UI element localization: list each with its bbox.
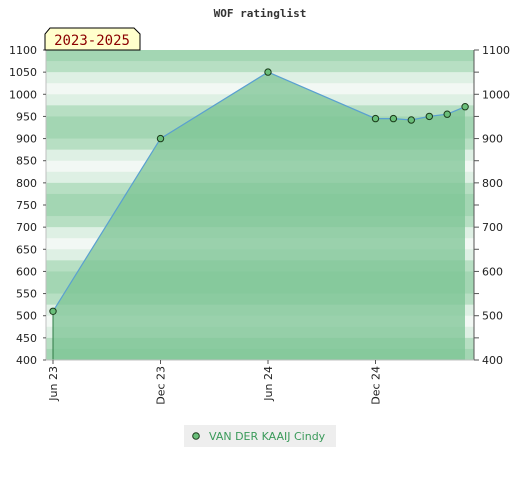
y-tick-label-left: 500 [16,310,37,323]
data-point [407,116,415,124]
y-tick-label-right: 600 [482,265,503,278]
y-tick-label-left: 800 [16,177,37,190]
data-point [461,103,469,111]
grid-band [46,61,474,73]
plot-area [46,50,474,361]
rating-area-fill [53,72,466,360]
x-tick-label: Dec 23 [155,366,168,405]
y-tick-label-left: 550 [16,288,37,301]
data-point [49,307,57,315]
data-point [371,114,380,123]
y-tick-label-left: 750 [16,199,37,212]
y-tick-label-right: 800 [482,177,503,190]
y-tick-label-left: 650 [16,243,37,256]
data-point [425,112,433,121]
rating-line [52,71,466,312]
data-point [443,110,451,118]
x-axis: Jun 23 Dec 23 Jun 24 Dec 24 [46,359,474,405]
y-tick-label-left: 450 [16,332,37,345]
y-tick-label-right: 1100 [482,44,510,57]
y-axis-right: 400 500 600 700 800 900 1000 1100 [473,44,510,367]
data-point [156,134,165,143]
grid-band [46,50,474,62]
x-tick-label: Jun 23 [47,366,60,402]
y-tick-label-right: 700 [482,221,503,234]
y-tick-label-left: 900 [16,133,37,146]
y-tick-label-left: 400 [16,354,37,367]
data-point [389,114,398,123]
y-tick-label-right: 1000 [482,88,510,101]
y-tick-label-left: 700 [16,221,37,234]
legend-marker-icon [192,432,200,440]
legend[interactable]: VAN DER KAAIJ Cindy [184,425,336,447]
period-badge: 2023-2025 [44,27,141,51]
y-tick-label-left: 1100 [9,44,37,57]
y-axis-left: 400 450 500 550 600 650 700 750 800 850 900 950 1000… [9,44,47,367]
legend-series-label: VAN DER KAAIJ Cindy [209,430,326,443]
x-tick-label: Dec 24 [370,366,383,405]
data-point [264,68,272,76]
y-tick-label-right: 500 [482,310,503,323]
y-tick-label-left: 1050 [9,66,37,79]
y-tick-label-left: 600 [16,265,37,278]
x-tick-label: Jun 24 [262,366,275,402]
y-tick-label-right: 900 [482,133,503,146]
y-tick-label-left: 850 [16,155,37,168]
chart-title: WOF ratinglist [214,7,307,20]
y-tick-label-right: 400 [482,354,503,367]
y-tick-label-left: 950 [16,110,37,123]
data-markers [49,68,469,315]
y-tick-label-left: 1000 [9,88,37,101]
period-label: 2023-2025 [54,33,130,49]
